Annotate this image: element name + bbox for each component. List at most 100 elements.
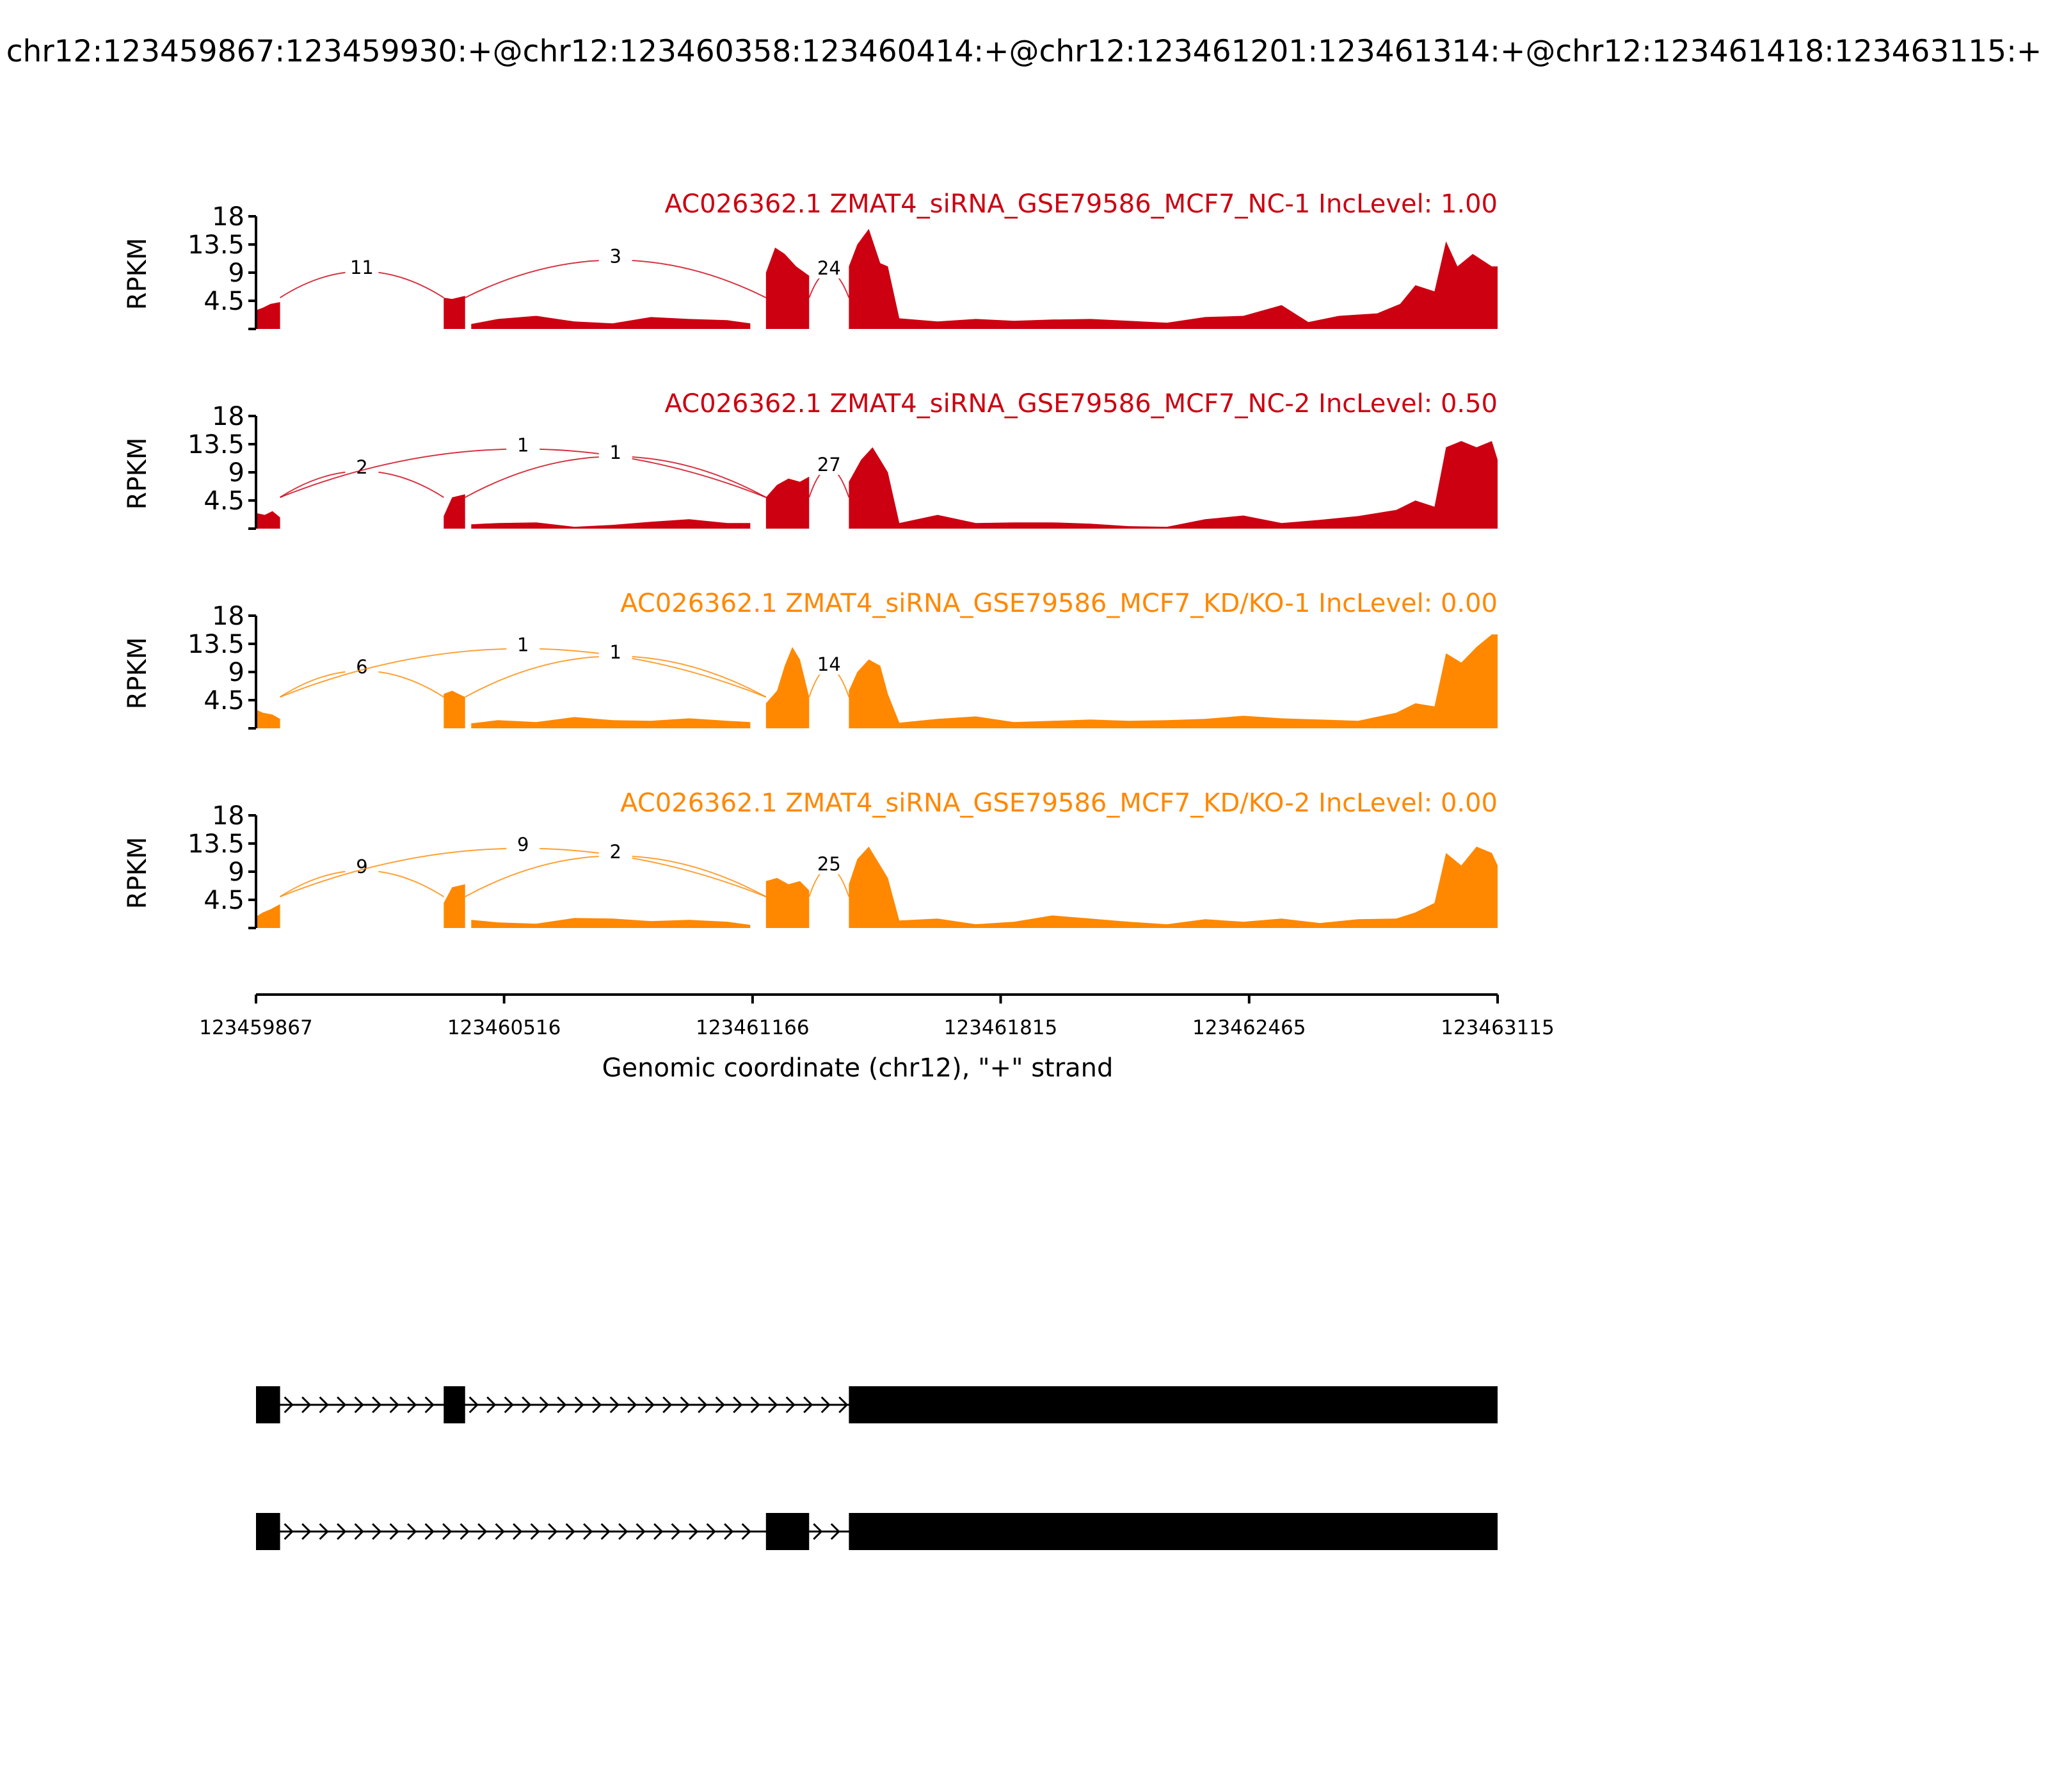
y-tick-label: 13.5 (188, 829, 244, 859)
y-axis-label: RPKM (123, 637, 152, 710)
coverage-area (765, 476, 810, 529)
strand-arrow (689, 1523, 699, 1540)
strand-arrow (504, 1396, 514, 1414)
strand-arrow (284, 1396, 294, 1414)
strand-arrow (407, 1523, 417, 1540)
junction-label: 24 (817, 257, 841, 279)
strand-arrow (301, 1396, 312, 1414)
junction-label-bg (506, 435, 540, 456)
strand-arrow (600, 1523, 611, 1540)
strand-arrow (548, 1523, 558, 1540)
coverage-area (849, 441, 1498, 529)
strand-arrow (609, 1396, 620, 1414)
junction-label: 1 (610, 442, 621, 463)
exon-block (256, 1513, 280, 1550)
strand-arrow (583, 1523, 593, 1540)
junction-label-bg (506, 834, 540, 855)
junction-label: 9 (356, 856, 367, 877)
junction-label: 27 (817, 454, 841, 476)
intron-coverage-area (471, 519, 751, 529)
y-tick-label: 9 (228, 658, 244, 687)
y-axis-label: RPKM (123, 438, 152, 510)
strand-arrow (337, 1523, 347, 1540)
strand-arrow (706, 1523, 716, 1540)
junction-label: 1 (517, 435, 529, 456)
x-tick-label: 123462465 (1192, 1016, 1306, 1039)
junction-label: 1 (517, 634, 529, 656)
strand-arrow (803, 1396, 813, 1414)
junction-label-bg (598, 842, 632, 863)
exon-block (256, 1386, 280, 1423)
strand-arrow (486, 1396, 497, 1414)
y-tick-label: 18 (212, 402, 244, 431)
y-tick-label: 18 (212, 202, 244, 232)
strand-arrow (319, 1523, 329, 1540)
junction-arc (280, 448, 767, 499)
junction-label-bg (506, 634, 540, 655)
x-tick-label: 123460516 (447, 1016, 561, 1039)
strand-arrow (424, 1396, 435, 1414)
panel-title: AC026362.1 ZMAT4_siRNA_GSE79586_MCF7_KD/… (620, 788, 1498, 818)
panel-title: AC026362.1 ZMAT4_siRNA_GSE79586_MCF7_NC-… (665, 189, 1498, 219)
isoform-track (256, 1513, 1498, 1550)
y-tick-label: 4.5 (204, 686, 244, 716)
junction-label: 6 (356, 656, 367, 678)
strand-arrow (539, 1396, 549, 1414)
junction-label: 2 (610, 841, 621, 863)
junction-arc (280, 847, 767, 898)
strand-arrow (354, 1396, 364, 1414)
strand-arrow (337, 1396, 347, 1414)
panel-title: AC026362.1 ZMAT4_siRNA_GSE79586_MCF7_KD/… (620, 589, 1498, 618)
coverage-area (256, 511, 280, 529)
coverage-area (256, 709, 280, 728)
strand-arrow (715, 1396, 725, 1414)
strand-arrow (813, 1523, 823, 1540)
isoform-tracks (256, 1386, 1498, 1550)
x-axis-label: Genomic coordinate (chr12), "+" strand (602, 1053, 1114, 1083)
junction-label-bg (598, 442, 632, 463)
x-tick-label: 123461815 (944, 1016, 1058, 1039)
y-tick-label: 4.5 (204, 287, 244, 316)
strand-arrow (389, 1523, 399, 1540)
strand-arrow (468, 1396, 479, 1414)
strand-arrow (741, 1523, 751, 1540)
x-tick-label: 123463115 (1441, 1016, 1555, 1039)
y-tick-label: 4.5 (204, 486, 244, 516)
intron-coverage-area (471, 918, 751, 928)
strand-arrow (354, 1523, 364, 1540)
junction-label: 2 (356, 456, 367, 478)
junction-label: 14 (817, 653, 841, 675)
y-tick-label: 4.5 (204, 886, 244, 915)
x-tick-label: 123459867 (199, 1016, 313, 1039)
coverage-area (765, 247, 810, 329)
y-tick-label: 9 (228, 858, 244, 887)
exon-block (765, 1513, 810, 1550)
strand-arrow (653, 1523, 664, 1540)
strand-arrow (284, 1523, 294, 1540)
strand-arrow (838, 1396, 849, 1414)
coverage-area (444, 296, 465, 329)
strand-arrow (477, 1523, 488, 1540)
y-tick-label: 18 (212, 801, 244, 831)
strand-arrow (750, 1396, 760, 1414)
strand-arrow (495, 1523, 505, 1540)
strand-arrow (724, 1523, 734, 1540)
strand-arrow (442, 1523, 452, 1540)
exon-block (444, 1386, 465, 1423)
intron-coverage-area (471, 316, 751, 329)
strand-arrow (407, 1396, 417, 1414)
y-tick-label: 9 (228, 259, 244, 288)
strand-arrow (557, 1396, 567, 1414)
junction-label-bg (812, 653, 846, 675)
strand-arrow (565, 1523, 575, 1540)
coverage-area (256, 904, 280, 928)
exon-block (849, 1513, 1498, 1550)
coverage-area (765, 646, 810, 728)
coverage-area (849, 846, 1498, 928)
strand-arrow (372, 1523, 382, 1540)
x-tick-label: 123461166 (696, 1016, 810, 1039)
y-tick-label: 13.5 (188, 630, 244, 659)
